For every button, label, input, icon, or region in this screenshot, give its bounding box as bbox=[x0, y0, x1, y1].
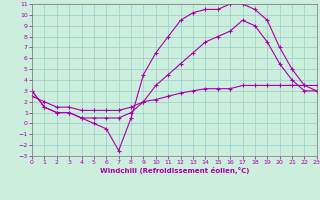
X-axis label: Windchill (Refroidissement éolien,°C): Windchill (Refroidissement éolien,°C) bbox=[100, 167, 249, 174]
